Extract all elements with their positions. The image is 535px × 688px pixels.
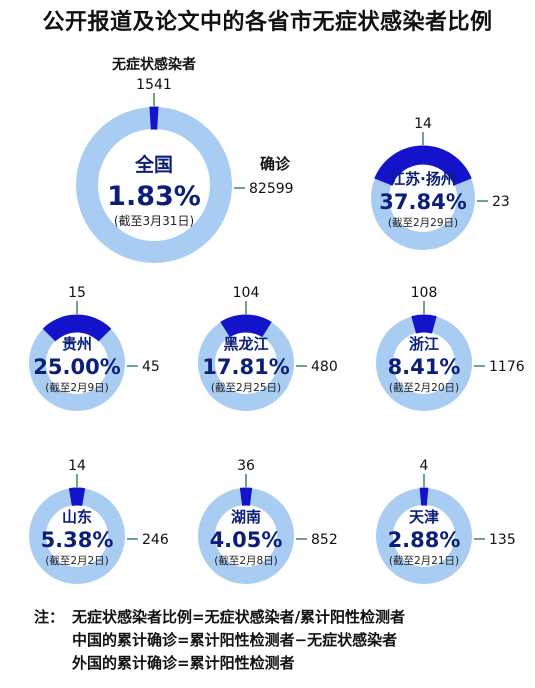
- footnote-line-3: 外国的累计确诊=累计阳性检测者: [72, 654, 295, 672]
- region-label: 全国: [134, 153, 173, 176]
- asymptomatic-value: 14: [68, 458, 86, 474]
- asymptomatic-value: 104: [233, 285, 260, 301]
- region-label: 湖南: [231, 508, 261, 526]
- date-label: (截至2月25日): [211, 381, 281, 394]
- confirmed-value: 852: [311, 532, 338, 548]
- date-label: (截至2月21日): [389, 554, 459, 567]
- chart-title: 公开报道及论文中的各省市无症状感染者比例: [42, 10, 493, 35]
- footnote-line-1: 无症状感染者比例=无症状感染者/累计阳性检测者: [72, 608, 406, 626]
- date-label: (截至2月20日): [389, 381, 459, 394]
- confirmed-value: 1176: [489, 359, 525, 375]
- asymptomatic-title: 无症状感染者: [111, 56, 196, 73]
- asymptomatic-slice: [239, 487, 253, 506]
- footnote-label: 注：: [34, 608, 65, 626]
- confirmed-title: 确诊: [260, 155, 291, 173]
- date-label: (截至2月2日): [45, 554, 109, 567]
- asymptomatic-value: 14: [414, 116, 432, 132]
- region-label: 黑龙江: [223, 335, 268, 353]
- percent-label: 25.00%: [33, 355, 120, 379]
- asymptomatic-value: 4: [420, 458, 429, 474]
- date-label: (截至3月31日): [114, 214, 194, 228]
- confirmed-value: 23: [492, 194, 510, 210]
- footnote: 注： 无症状感染者比例=无症状感染者/累计阳性检测者 中国的累计确诊=累计阳性检测…: [34, 606, 405, 675]
- percent-label: 17.81%: [202, 355, 289, 379]
- date-label: (截至2月29日): [388, 216, 458, 229]
- percent-label: 1.83%: [107, 181, 201, 212]
- footnote-line-2: 中国的累计确诊=累计阳性检测者−无症状感染者: [72, 631, 398, 649]
- asymptomatic-slice: [42, 314, 112, 342]
- asymptomatic-slice: [149, 106, 159, 130]
- region-label: 浙江: [409, 335, 439, 353]
- asymptomatic-slice: [68, 487, 86, 506]
- region-label: 山东: [62, 508, 92, 526]
- confirmed-value: 135: [489, 532, 516, 548]
- confirmed-value: 82599: [249, 181, 294, 197]
- date-label: (截至2月9日): [45, 381, 109, 394]
- asymptomatic-value: 15: [68, 285, 86, 301]
- region-label: 贵州: [62, 335, 92, 353]
- asymptomatic-slice: [220, 314, 272, 338]
- confirmed-value: 45: [142, 359, 160, 375]
- asymptomatic-slice: [419, 487, 429, 506]
- asymptomatic-value: 36: [237, 458, 255, 474]
- asymptomatic-value: 1541: [136, 77, 172, 93]
- region-label: 天津: [409, 508, 439, 526]
- percent-label: 8.41%: [388, 355, 461, 379]
- asymptomatic-slice: [374, 145, 472, 186]
- confirmed-value: 246: [142, 532, 169, 548]
- percent-label: 4.05%: [210, 528, 283, 552]
- date-label: (截至2月8日): [214, 554, 278, 567]
- percent-label: 5.38%: [41, 528, 114, 552]
- percent-label: 2.88%: [388, 528, 461, 552]
- asymptomatic-value: 108: [411, 285, 438, 301]
- confirmed-value: 480: [311, 359, 338, 375]
- region-label: 江苏·扬州: [390, 170, 456, 188]
- asymptomatic-slice: [411, 314, 437, 334]
- percent-label: 37.84%: [379, 190, 466, 214]
